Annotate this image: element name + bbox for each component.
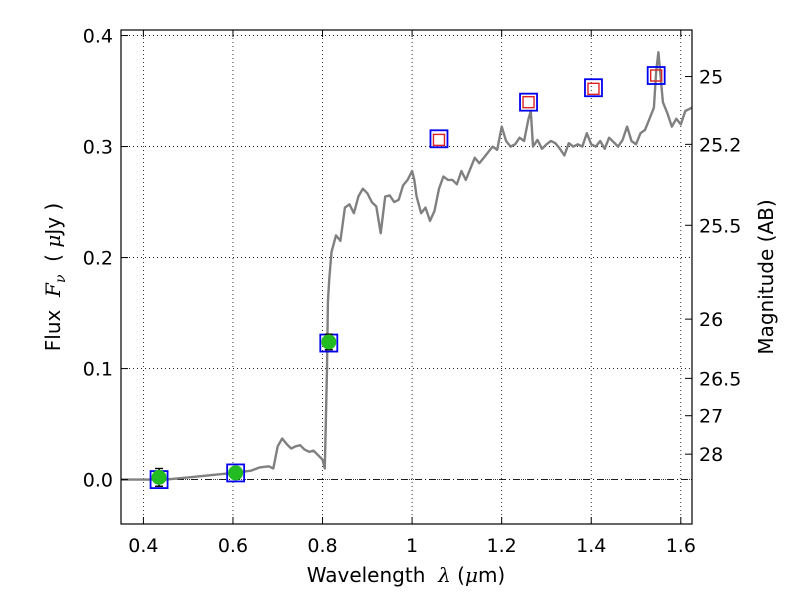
- nondetection-square: [432, 133, 446, 147]
- x-tick-label: 0.4: [128, 535, 158, 557]
- y2-axis-label: Magnitude (AB): [754, 199, 778, 354]
- x-tick-label: 1.6: [666, 535, 696, 557]
- y2-tick-label: 26.5: [699, 368, 741, 390]
- y2-tick-label: 28: [699, 444, 723, 466]
- grid-layer: [121, 30, 692, 524]
- x-axis-label: Wavelength λ (μm): [307, 563, 506, 587]
- y-tick-label: 0.3: [83, 137, 113, 159]
- model-band-square: [584, 78, 603, 98]
- tick-layer: 0.4 0.6 0.8 1 1.2 1.4 1.6 0.0 0.1 0.2 0.3 0.4 25 25.2…: [83, 26, 742, 557]
- series-layer: [121, 51, 693, 489]
- y2-tick-label: 25.5: [699, 215, 741, 237]
- x-tick-label: 1: [406, 535, 418, 557]
- model-band-square: [429, 129, 449, 149]
- detection-point: [151, 469, 167, 485]
- model-band-square: [226, 463, 246, 483]
- y2-tick-label: 25.2: [699, 134, 741, 156]
- model-band-square: [646, 66, 666, 85]
- x-tick-label: 0.8: [307, 535, 337, 557]
- plot-frame: [120, 29, 693, 525]
- x-tick-label: 1.4: [576, 535, 606, 557]
- sed-model-line: [121, 51, 693, 481]
- nondetection-square: [522, 95, 535, 109]
- x-tick-label: 0.6: [218, 535, 248, 557]
- y-tick-label: 0.2: [83, 248, 113, 270]
- detection-point: [228, 465, 244, 481]
- y-tick-label: 0.1: [83, 359, 113, 381]
- model-band-square: [519, 92, 538, 112]
- y-tick-label: 0.4: [83, 26, 113, 48]
- y2-tick-label: 25: [699, 67, 723, 89]
- x-tick-label: 1.2: [487, 535, 517, 557]
- detection-point: [321, 334, 337, 350]
- y2-tick-label: 27: [699, 406, 723, 428]
- y-tick-label: 0.0: [83, 470, 113, 492]
- nondetection-square: [649, 69, 663, 82]
- y2-tick-label: 26: [699, 309, 723, 331]
- nondetection-square: [587, 82, 600, 96]
